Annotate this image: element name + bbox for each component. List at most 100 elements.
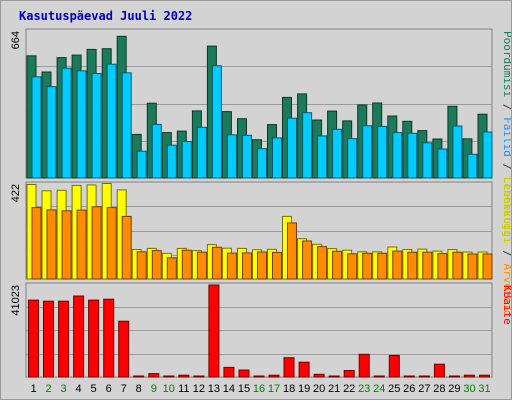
files-bar [407,132,418,179]
sites-bar [317,246,328,280]
kbytes-bar [343,370,355,378]
x-tick-label: 6 [106,383,112,395]
x-tick-label: 2 [45,383,51,395]
kbytes-bar [73,295,85,378]
sites-bar [106,207,117,280]
x-axis-ticks: 1 2 3 4 5 6 7 8 9 10 11 12 13 14 15 16 17 18 19 20 21 22 23 24 2… [30,383,490,395]
y-max-label: 422 [10,184,22,202]
x-tick-label: 18 [283,383,295,395]
sites-bar [392,250,403,280]
right-axis-label-part: / [501,157,511,177]
sites-bar [136,251,147,280]
files-bar [106,63,117,179]
kbytes-bar [388,355,400,378]
x-tick-label: 27 [418,383,430,395]
kbytes-bar [103,298,115,378]
sites-bar [76,209,87,280]
files-bar [196,126,207,179]
x-tick-label: 9 [151,383,157,395]
files-bar [332,128,343,179]
x-tick-label: 21 [328,383,340,395]
right-axis-label-part: KBaite [501,285,511,325]
kbytes-bar [163,375,175,378]
sites-bar [46,209,57,280]
kbytes-bar [403,375,415,378]
right-axis-label-part: Arvuteid [501,263,511,316]
y-max-label: 664 [10,31,22,49]
x-tick-label: 25 [388,383,400,395]
kbytes-bar [193,375,205,378]
sites-bar [121,215,132,280]
sites-bar [196,251,207,280]
sites-bar [347,253,358,280]
kbytes-bar [28,299,39,378]
x-tick-label: 28 [433,383,445,395]
x-tick-label: 3 [61,383,67,395]
x-tick-label: 20 [313,383,325,395]
sites-bar [91,206,102,280]
files-bar [452,125,463,179]
kbytes-bar [448,375,460,378]
x-tick-label: 24 [373,383,385,395]
kbytes-bar [283,357,295,378]
sites-bar [151,250,162,280]
kbytes-bar [358,353,370,378]
sites-bar [362,252,373,280]
files-bar [91,73,102,179]
x-tick-label: 14 [223,383,235,395]
sites-bar [31,207,42,280]
kbytes-bar [208,284,220,378]
x-tick-label: 15 [238,383,250,395]
kbytes-bar [133,375,145,378]
files-bar [166,144,177,179]
files-bar [377,125,388,179]
files-bar [422,142,433,179]
sites-bar [437,253,448,280]
right-axis-label-part: Failid [501,117,511,157]
kbytes-bar [479,374,490,378]
x-tick-label: 31 [478,383,490,395]
files-bar [317,135,328,179]
kbytes-bar [298,361,310,378]
x-tick-label: 29 [448,383,460,395]
kbytes-bar [238,369,250,378]
right-axis-label-part: / [501,244,511,264]
kbytes-bar [268,374,280,378]
kbytes-bar [433,363,445,378]
kbytes-bar [88,299,100,378]
kbytes-bar [178,374,190,378]
kbytes-bar [118,320,130,378]
chart-title: Kasutuspäevad Juuli 2022 [19,9,192,23]
sites-bar [302,240,313,280]
files-bar [46,86,57,179]
sites-bar [482,253,493,280]
kbytes-bar [373,375,385,378]
files-bar [392,132,403,179]
right-axis-label-part: Lehekülgi [501,177,511,237]
files-bar [272,137,282,179]
sites-bar [422,251,433,280]
x-tick-label: 17 [268,383,280,395]
files-bar [181,141,192,179]
kbytes-bar [58,300,70,378]
x-tick-label: 8 [136,383,142,395]
x-tick-label: 10 [163,383,175,395]
sites-bar [242,252,252,280]
files-bar [76,70,87,179]
files-bar [136,150,147,179]
right-axis-label: Pöördumisi / Failid / Lehekülgi [501,31,511,236]
files-bar [151,123,162,179]
x-tick-label: 13 [208,383,220,395]
files-bar [437,148,448,179]
x-tick-label: 7 [121,383,127,395]
sites-bar [257,251,267,280]
kbytes-bar [313,373,325,378]
x-tick-label: 19 [298,383,310,395]
files-bar [287,117,297,179]
x-tick-label: 23 [358,383,370,395]
kbytes-bar [148,373,160,378]
files-bar [347,138,358,179]
x-tick-label: 30 [463,383,475,395]
